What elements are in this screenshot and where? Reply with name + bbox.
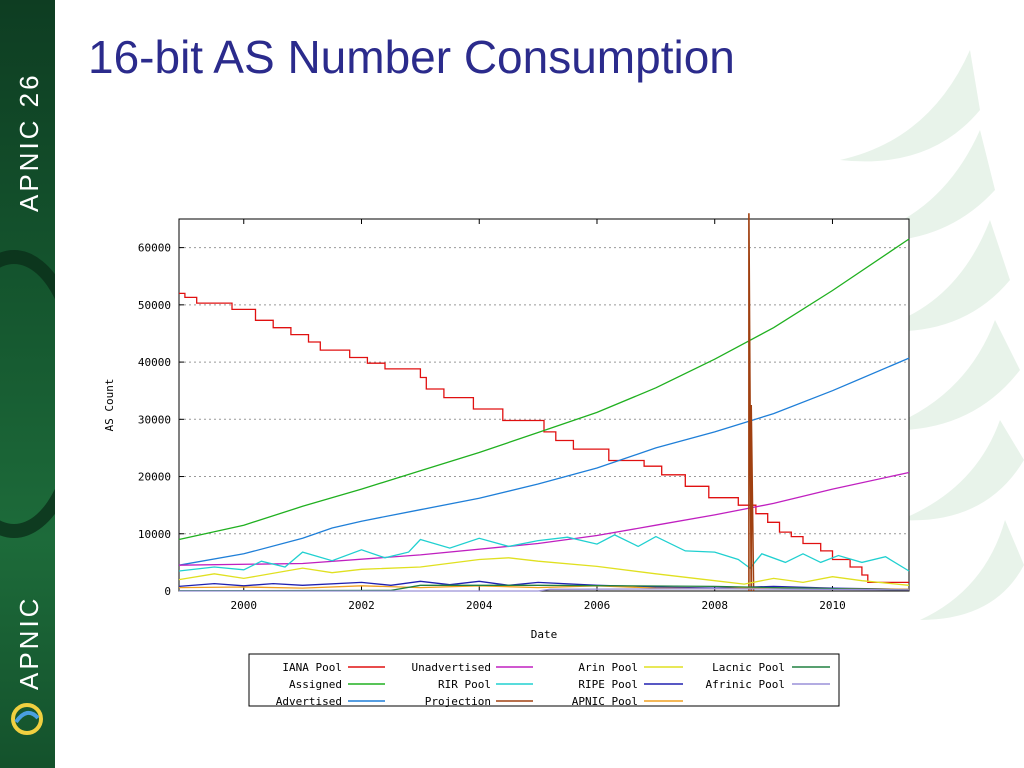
sidebar-event-label: APNIC 26 (14, 72, 44, 212)
legend-label: Lacnic Pool (712, 661, 785, 674)
series-line-rir-pool (178, 534, 910, 572)
plot-area (178, 218, 910, 592)
series-line-afrinic-pool (179, 588, 910, 592)
y-tick-label: 10000 (138, 528, 171, 541)
x-tick-label: 2004 (466, 599, 493, 612)
legend-label: Assigned (289, 678, 342, 691)
apnic-logo-icon (11, 703, 43, 735)
series-line-iana-pool (179, 292, 909, 584)
legend-label: Arin Pool (578, 661, 638, 674)
series-line-ripe-pool (178, 580, 910, 590)
as-consumption-chart: 0 10000 20000 30000 40000 50000 60000 2000 2002… (103, 213, 910, 708)
sidebar-brand-label: APNIC (14, 595, 44, 690)
legend-label: APNIC Pool (572, 695, 638, 708)
series-lines (178, 213, 910, 592)
legend: IANA Pool Unadvertised Arin Pool Lacnic Poo… (276, 661, 830, 708)
legend-label: Afrinic Pool (706, 678, 785, 691)
x-tick-label: 2006 (584, 599, 611, 612)
legend-label: RIR Pool (438, 678, 491, 691)
y-tick-label: 50000 (138, 299, 171, 312)
legend-box (248, 653, 840, 707)
legend-label: RIPE Pool (578, 678, 638, 691)
y-axis-ticks: 0 10000 20000 30000 40000 50000 60000 (138, 242, 184, 598)
x-tick-label: 2008 (701, 599, 728, 612)
y-tick-label: 20000 (138, 471, 171, 484)
legend-label: Advertised (276, 695, 342, 708)
grid-lines (179, 247, 909, 535)
x-axis-ticks: 2000 2002 2004 2006 2008 2010 (231, 219, 846, 612)
legend-label: Projection (425, 695, 491, 708)
y-tick-label: 40000 (138, 356, 171, 369)
x-tick-label: 2002 (348, 599, 375, 612)
y-tick-label: 0 (164, 585, 171, 598)
series-line-advertised (178, 357, 910, 566)
series-line-arin-pool (178, 557, 910, 586)
legend-label: Unadvertised (412, 661, 491, 674)
y-tick-label: 30000 (138, 413, 171, 426)
page-title: 16-bit AS Number Consumption (88, 31, 735, 83)
y-tick-label: 60000 (138, 242, 171, 255)
x-tick-label: 2010 (819, 599, 846, 612)
x-axis-label: Date (531, 628, 558, 641)
sidebar-swirl-decoration (0, 250, 55, 538)
series-line-assigned (178, 238, 910, 541)
y-axis-label: AS Count (103, 379, 116, 432)
series-line-projection (748, 213, 755, 592)
fern-leaf-icon (840, 50, 1024, 620)
legend-label: IANA Pool (282, 661, 342, 674)
series-line-unadvertised (178, 471, 910, 566)
sidebar-band: APNIC 26 APNIC (0, 0, 55, 768)
x-tick-label: 2000 (231, 599, 257, 612)
